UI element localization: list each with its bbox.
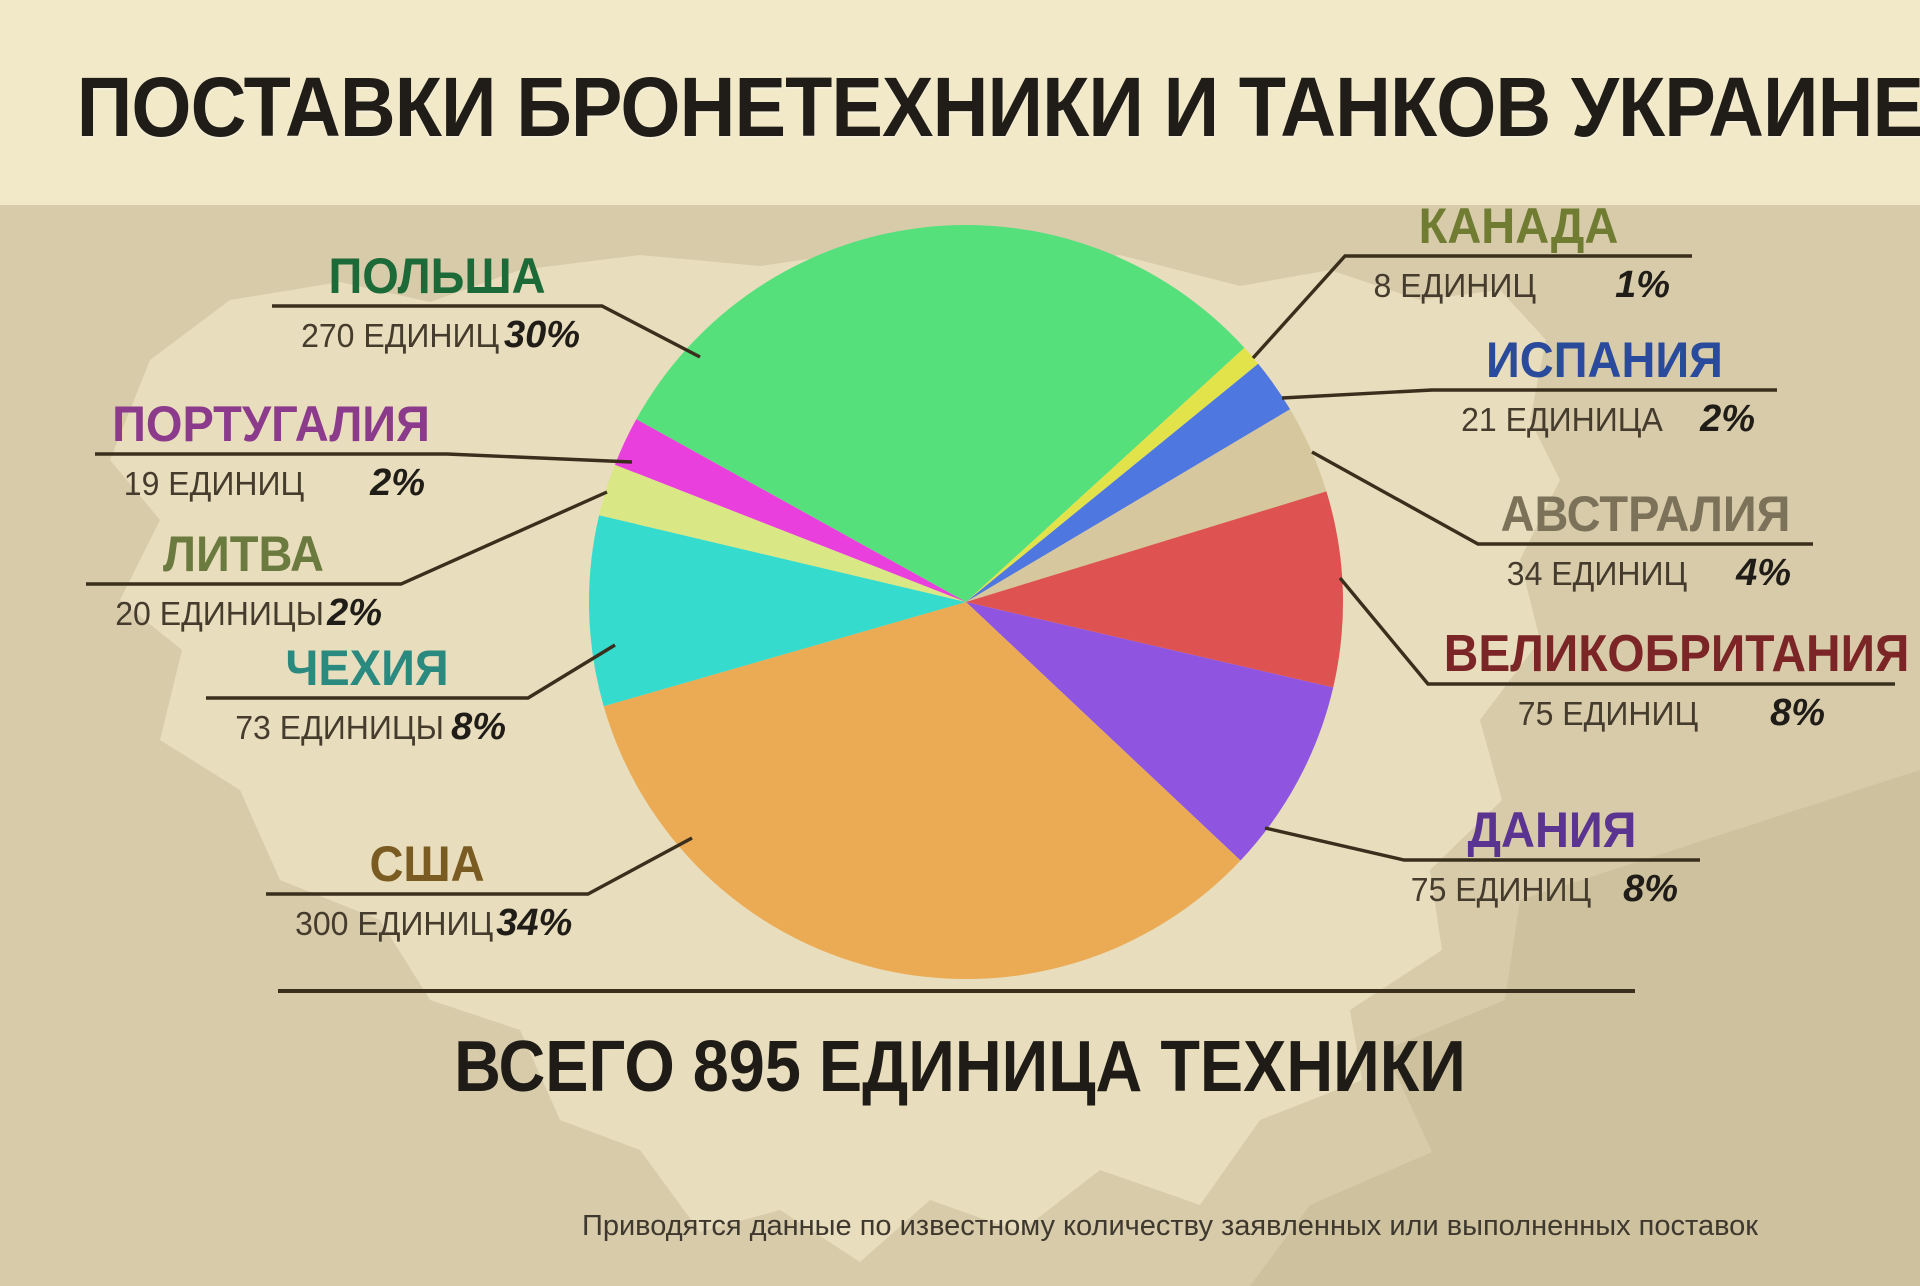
country-percent-uk: 8% (1770, 692, 1825, 734)
country-sub-uk: 75 ЕДИНИЦ 8% (1425, 682, 1895, 735)
country-percent-portugal: 2% (370, 462, 425, 504)
country-units-denmark: 75 ЕДИНИЦ (1410, 871, 1592, 908)
pie-slice-canada (966, 347, 1259, 602)
country-label-canada: КАНАДА 8 ЕДИНИЦ 1% (1345, 198, 1692, 307)
country-label-uk: ВЕЛИКОБРИТАНИЯ 75 ЕДИНИЦ 8% (1425, 625, 1910, 735)
leader-line-czechia (206, 643, 616, 700)
leader-line-canada (1251, 254, 1692, 360)
country-label-usa: США 300 ЕДИНИЦ 34% (266, 836, 588, 945)
country-sub-spain: 21 ЕДИНИЦА 2% (1432, 388, 1777, 441)
country-label-lithuania: ЛИТВА 20 ЕДИНИЦЫ 2% (86, 526, 401, 635)
leader-line-uk (1338, 576, 1895, 686)
pie-slice-australia (966, 409, 1327, 602)
country-sub-usa: 300 ЕДИНИЦ 34% (266, 892, 588, 945)
pie-chart (588, 225, 1344, 980)
country-percent-denmark: 8% (1623, 868, 1678, 910)
country-sub-czechia: 73 ЕДИНИЦЫ 8% (206, 696, 528, 749)
pie-slice-spain (966, 363, 1291, 602)
country-percent-australia: 4% (1736, 552, 1791, 594)
country-sub-australia: 34 ЕДИНИЦ 4% (1478, 542, 1813, 595)
header-band (0, 0, 1920, 205)
country-units-usa: 300 ЕДИНИЦ (295, 905, 494, 942)
leader-line-spain (1281, 388, 1777, 400)
pie-slice-czechia (588, 515, 966, 707)
country-name-denmark: ДАНИЯ (1467, 802, 1637, 858)
country-units-poland: 270 ЕДИНИЦ (301, 317, 500, 354)
country-name-australia: АВСТРАЛИЯ (1500, 486, 1791, 542)
country-sub-lithuania: 20 ЕДИНИЦЫ 2% (86, 582, 401, 635)
pie-slice-lithuania (599, 464, 966, 602)
country-label-czechia: ЧЕХИЯ 73 ЕДИНИЦЫ 8% (206, 640, 528, 749)
pie-slice-poland (636, 225, 1245, 602)
total-label: ВСЕГО 895 ЕДИНИЦА ТЕХНИКИ (454, 1027, 1466, 1107)
map-shade-southeast (1250, 770, 1920, 1286)
country-percent-usa: 34% (496, 902, 573, 944)
country-name-portugal: ПОРТУГАЛИЯ (112, 396, 430, 452)
country-label-poland: ПОЛЬША 270 ЕДИНИЦ 30% (272, 248, 602, 357)
country-percent-poland: 30% (503, 314, 580, 356)
country-sub-canada: 8 ЕДИНИЦ 1% (1345, 254, 1692, 307)
country-name-uk: ВЕЛИКОБРИТАНИЯ (1443, 625, 1910, 683)
country-units-spain: 21 ЕДИНИЦА (1461, 401, 1663, 438)
leader-lines (86, 254, 1895, 896)
country-name-spain: ИСПАНИЯ (1486, 332, 1723, 388)
pie-slice-denmark (966, 602, 1334, 861)
leader-line-denmark (1264, 826, 1700, 862)
country-name-czechia: ЧЕХИЯ (285, 640, 449, 696)
country-name-lithuania: ЛИТВА (162, 526, 325, 582)
country-name-poland: ПОЛЬША (328, 248, 546, 304)
pie-slice-uk (966, 491, 1344, 688)
country-sub-denmark: 75 ЕДИНИЦ 8% (1404, 858, 1700, 911)
country-name-usa: США (369, 836, 485, 892)
country-name-canada: КАНАДА (1418, 198, 1619, 254)
country-percent-spain: 2% (1700, 398, 1755, 440)
country-units-lithuania: 20 ЕДИНИЦЫ (115, 595, 324, 632)
country-label-spain: ИСПАНИЯ 21 ЕДИНИЦА 2% (1432, 332, 1777, 441)
country-sub-poland: 270 ЕДИНИЦ 30% (272, 304, 602, 357)
country-units-czechia: 73 ЕДИНИЦЫ (235, 709, 444, 746)
country-percent-lithuania: 2% (327, 592, 383, 634)
country-units-uk: 75 ЕДИНИЦ (1517, 695, 1699, 732)
leader-line-australia (1311, 450, 1813, 546)
country-label-portugal: ПОРТУГАЛИЯ 19 ЕДИНИЦ 2% (95, 396, 447, 505)
country-sub-portugal: 19 ЕДИНИЦ 2% (95, 452, 447, 505)
country-label-australia: АВСТРАЛИЯ 34 ЕДИНИЦ 4% (1478, 486, 1813, 595)
country-percent-czechia: 8% (451, 706, 506, 748)
country-label-denmark: ДАНИЯ 75 ЕДИНИЦ 8% (1404, 802, 1700, 911)
country-percent-canada: 1% (1615, 264, 1670, 306)
leader-line-poland (272, 304, 701, 359)
page-title: ПОСТАВКИ БРОНЕТЕХНИКИ И ТАНКОВ УКРАИНЕ (76, 60, 1920, 154)
leader-line-portugal (95, 452, 633, 464)
leader-line-usa (266, 836, 693, 896)
pie-slice-usa (603, 602, 1241, 980)
country-units-portugal: 19 ЕДИНИЦ (123, 465, 305, 502)
leader-line-lithuania (86, 490, 608, 586)
country-units-australia: 34 ЕДИНИЦ (1506, 555, 1688, 592)
pie-slice-portugal (614, 419, 966, 602)
footnote: Приводятся данные по известному количест… (582, 1210, 1758, 1242)
country-units-canada: 8 ЕДИНИЦ (1373, 267, 1537, 304)
